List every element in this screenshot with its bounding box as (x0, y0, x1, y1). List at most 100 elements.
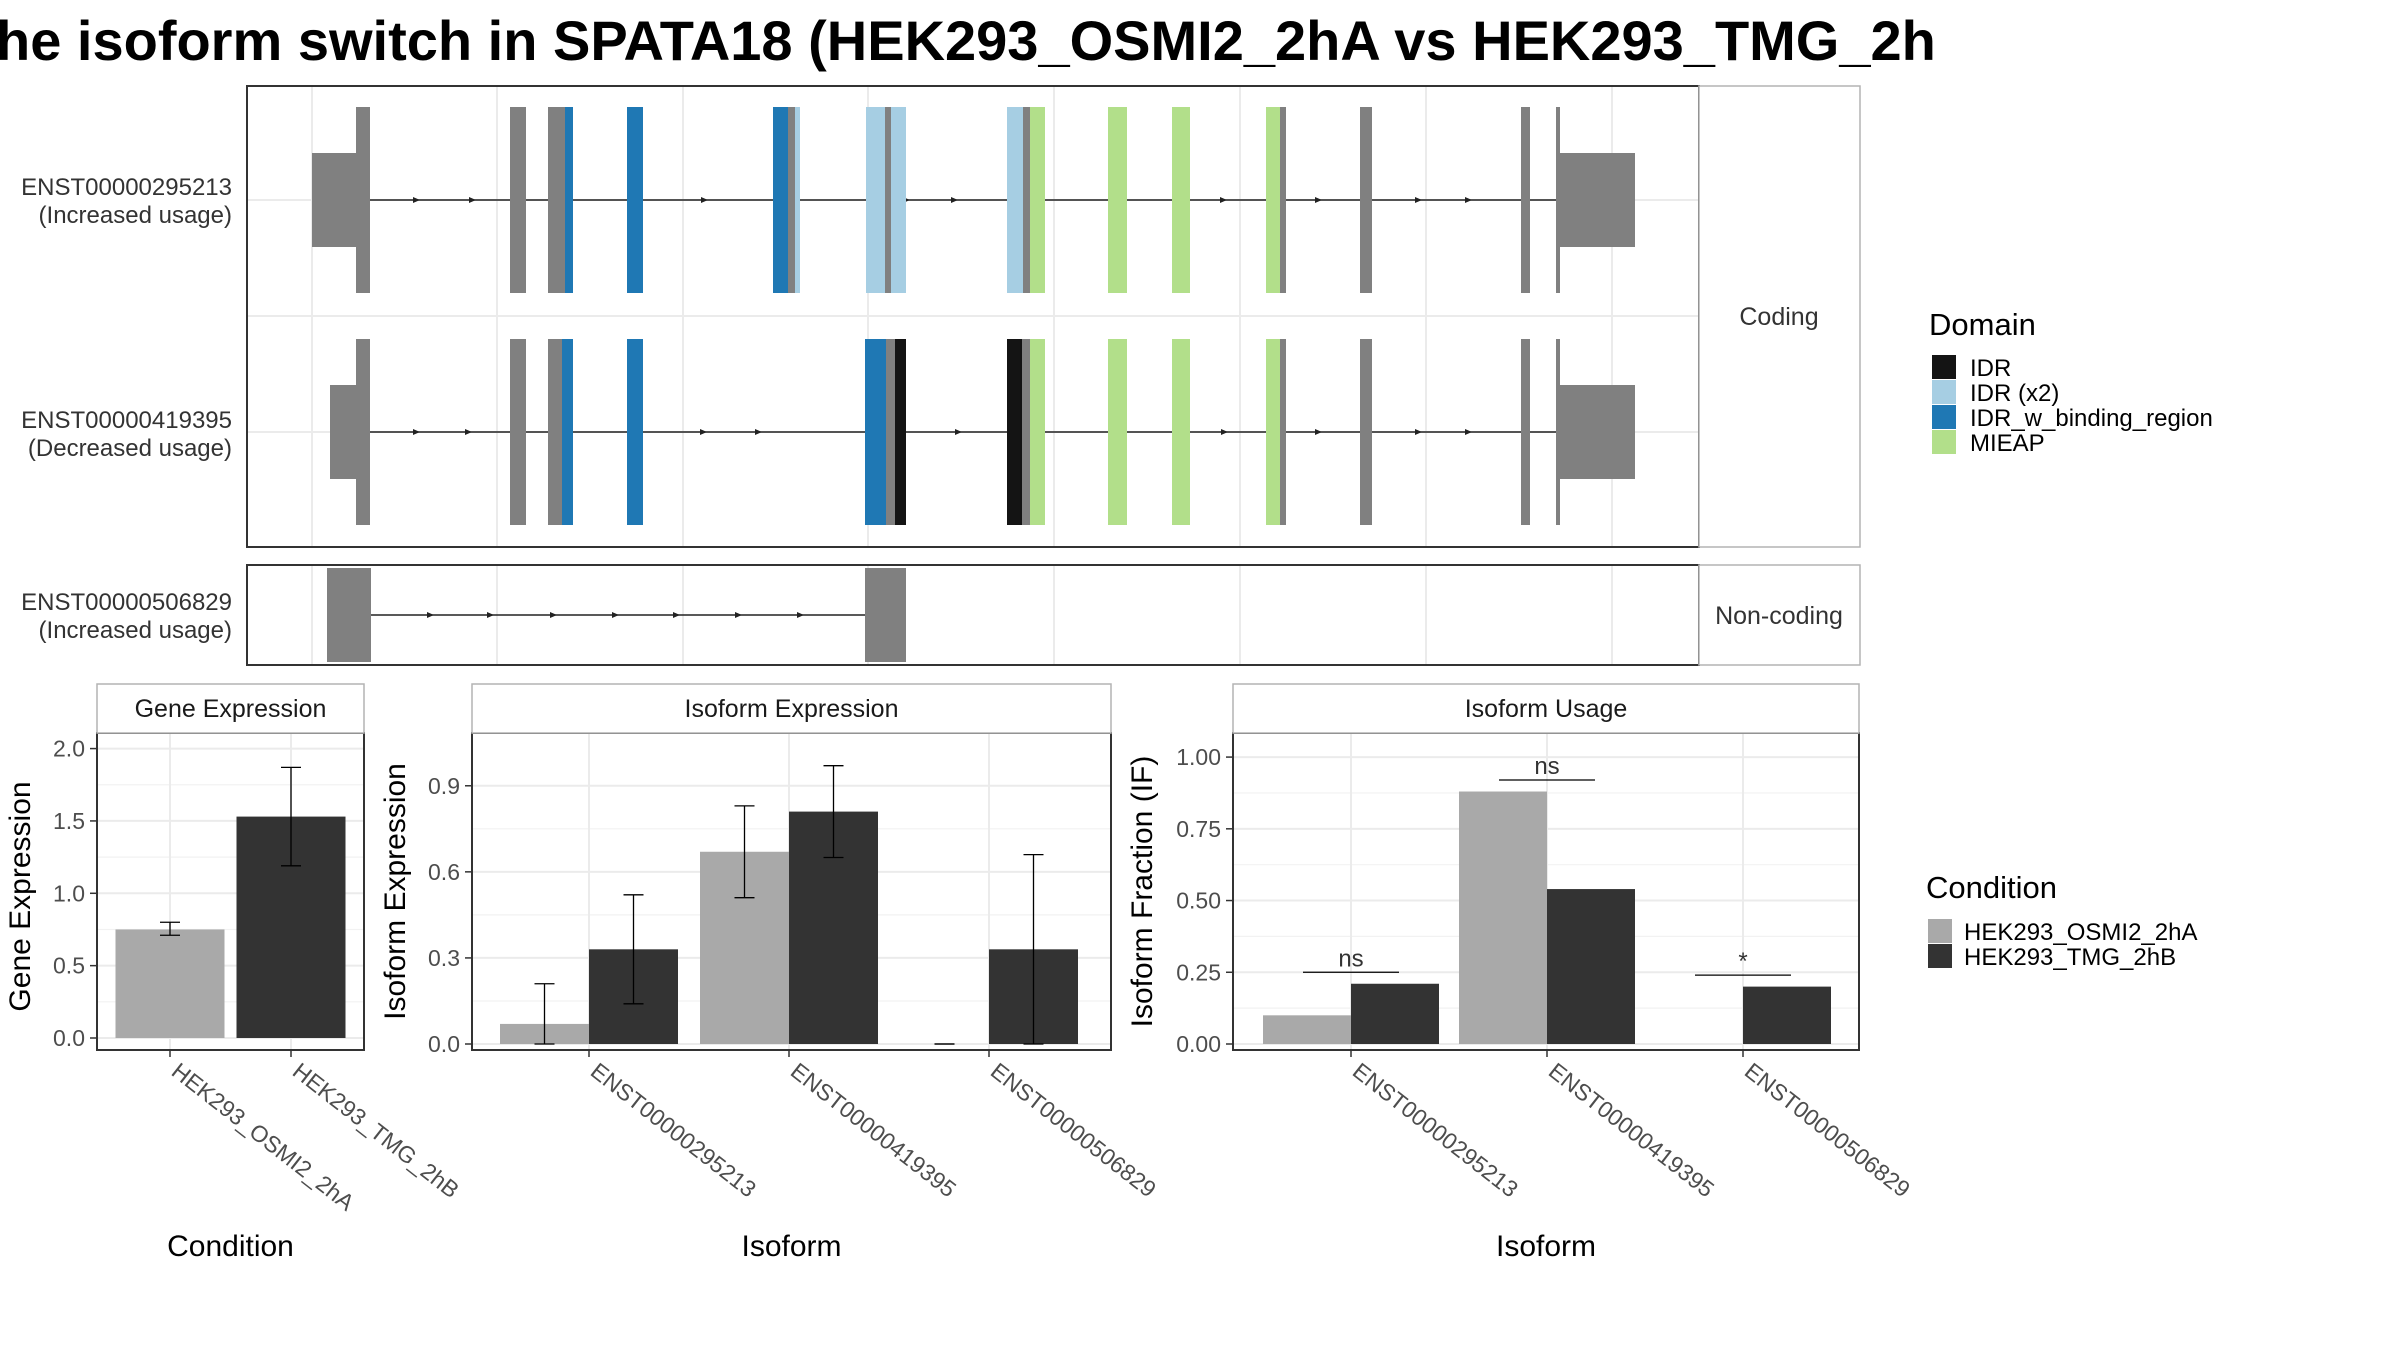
isoform-1-id: ENST00000295213 (21, 174, 232, 201)
exon-segment (327, 568, 371, 662)
exon-segment (773, 107, 788, 293)
bar (1743, 986, 1831, 1044)
bar (1459, 791, 1547, 1044)
intron-arrow (955, 429, 962, 435)
intron-arrow (1415, 197, 1422, 203)
exon-segment (865, 568, 906, 662)
exon-segment (1360, 107, 1372, 293)
domain-legend-title: Domain (1929, 307, 2036, 342)
utr-exon (1560, 385, 1635, 479)
exon-segment (886, 339, 895, 525)
significance-label: ns (1534, 753, 1559, 780)
exon-segment (548, 339, 562, 525)
intron-arrow (487, 612, 494, 618)
exon-segment (1360, 339, 1372, 525)
x-tick-label: ENST00000419395 (1544, 1057, 1719, 1202)
y-tick-label: 0.0 (53, 1025, 85, 1051)
isoform-3-id: ENST00000506829 (21, 589, 232, 616)
exon-segment (795, 107, 800, 293)
exon-segment (1108, 107, 1127, 293)
intron-arrow (427, 612, 434, 618)
intron-arrow (1220, 197, 1227, 203)
exon-segment (1280, 339, 1286, 525)
x-axis-title: Isoform (741, 1230, 841, 1263)
y-axis-title: Isoform Fraction (IF) (1126, 756, 1159, 1028)
significance-label: * (1738, 948, 1747, 975)
y-tick-label: 2.0 (53, 736, 85, 762)
exon-segment (1007, 107, 1023, 293)
intron-arrow (951, 197, 958, 203)
bar-chart-2: Isoform Expression 0.0 0.3 0.6 0.9 ENST000002… (379, 683, 1161, 1263)
coding-strip (1698, 85, 1861, 548)
intron-arrow (797, 612, 804, 618)
exon-segment (1030, 107, 1045, 293)
y-tick-label: 0.00 (1176, 1031, 1221, 1057)
domain-label-mieap: MIEAP (1970, 430, 2045, 457)
y-tick-label: 0.6 (428, 859, 460, 885)
y-tick-label: 0.0 (428, 1031, 460, 1057)
exon-segment (895, 339, 906, 525)
x-tick-label: ENST00000419395 (786, 1057, 961, 1202)
strip-box (1232, 683, 1860, 734)
intron-arrow (1465, 197, 1472, 203)
noncoding-strip (1698, 564, 1861, 666)
exon-segment (1007, 339, 1022, 525)
exon-segment (1556, 339, 1560, 525)
x-tick-label: ENST00000295213 (1348, 1057, 1523, 1202)
x-axis-title: Condition (167, 1230, 294, 1263)
condition-swatch-osmi2 (1928, 919, 1952, 943)
exon-segment (1266, 339, 1280, 525)
intron-arrow (1465, 429, 1472, 435)
bar (1263, 1015, 1351, 1044)
bar-chart-3: ns ns * Isoform Usage 0.00 0.25 0.50 0.75 1.00 EN… (1126, 683, 1915, 1263)
figure-title: he isoform switch in SPATA18 (HEK293_OSM… (0, 9, 1936, 72)
y-tick-label: 0.50 (1176, 888, 1221, 914)
noncoding-strip-label: Non-coding (1715, 602, 1843, 630)
exon-segment (1030, 339, 1045, 525)
exon-segment (627, 107, 643, 293)
exon-segment (1521, 107, 1530, 293)
y-tick-label: 1.5 (53, 808, 85, 834)
bar-charts: Gene Expression0.00.51.01.52.0HEK293_OSM… (4, 683, 1915, 1263)
intron-arrow (413, 429, 420, 435)
isoform-2-id: ENST00000419395 (21, 407, 232, 434)
isoform-2-note: (Decreased usage) (28, 435, 232, 462)
domain-swatch-mieap (1932, 430, 1956, 454)
domain-label-idr-binding: IDR_w_binding_region (1970, 405, 2213, 432)
exon-segment (510, 339, 526, 525)
y-tick-label: 0.5 (53, 953, 85, 979)
intron-arrow (700, 429, 707, 435)
utr-exon (330, 385, 356, 479)
exon-segment (356, 339, 370, 525)
intron-arrow (550, 612, 557, 618)
isoform-1-note: (Increased usage) (39, 202, 232, 229)
intron-arrow (465, 429, 472, 435)
condition-legend-title: Condition (1926, 870, 2057, 905)
intron-arrow (701, 197, 708, 203)
intron-arrow (1315, 197, 1322, 203)
y-tick-label: 1.00 (1176, 744, 1221, 770)
intron-arrow (735, 612, 742, 618)
coding-strip-label: Coding (1739, 303, 1818, 331)
strip-title: Isoform Expression (685, 695, 899, 723)
strip-box (471, 683, 1112, 734)
intron-arrow (1315, 429, 1322, 435)
domain-swatch-idr-binding (1932, 405, 1956, 429)
y-axis-title: Gene Expression (4, 781, 37, 1011)
exon-segment (1521, 339, 1530, 525)
intron-arrow (469, 197, 476, 203)
domain-legend: Domain IDR IDR (x2) IDR_w_binding_region… (1929, 307, 2213, 457)
condition-label-osmi2: HEK293_OSMI2_2hA (1964, 919, 2197, 946)
bar (115, 929, 225, 1038)
bar (1351, 983, 1439, 1044)
intron-arrow (1415, 429, 1422, 435)
intron-arrow (413, 197, 420, 203)
domain-label-idr: IDR (1970, 355, 2011, 382)
intron-arrow (755, 429, 762, 435)
exon-segment (356, 107, 370, 293)
exon-segment (1266, 107, 1280, 293)
condition-legend: Condition HEK293_OSMI2_2hA HEK293_TMG_2h… (1926, 870, 2197, 971)
exon-segment (510, 107, 526, 293)
bar (1547, 889, 1635, 1044)
